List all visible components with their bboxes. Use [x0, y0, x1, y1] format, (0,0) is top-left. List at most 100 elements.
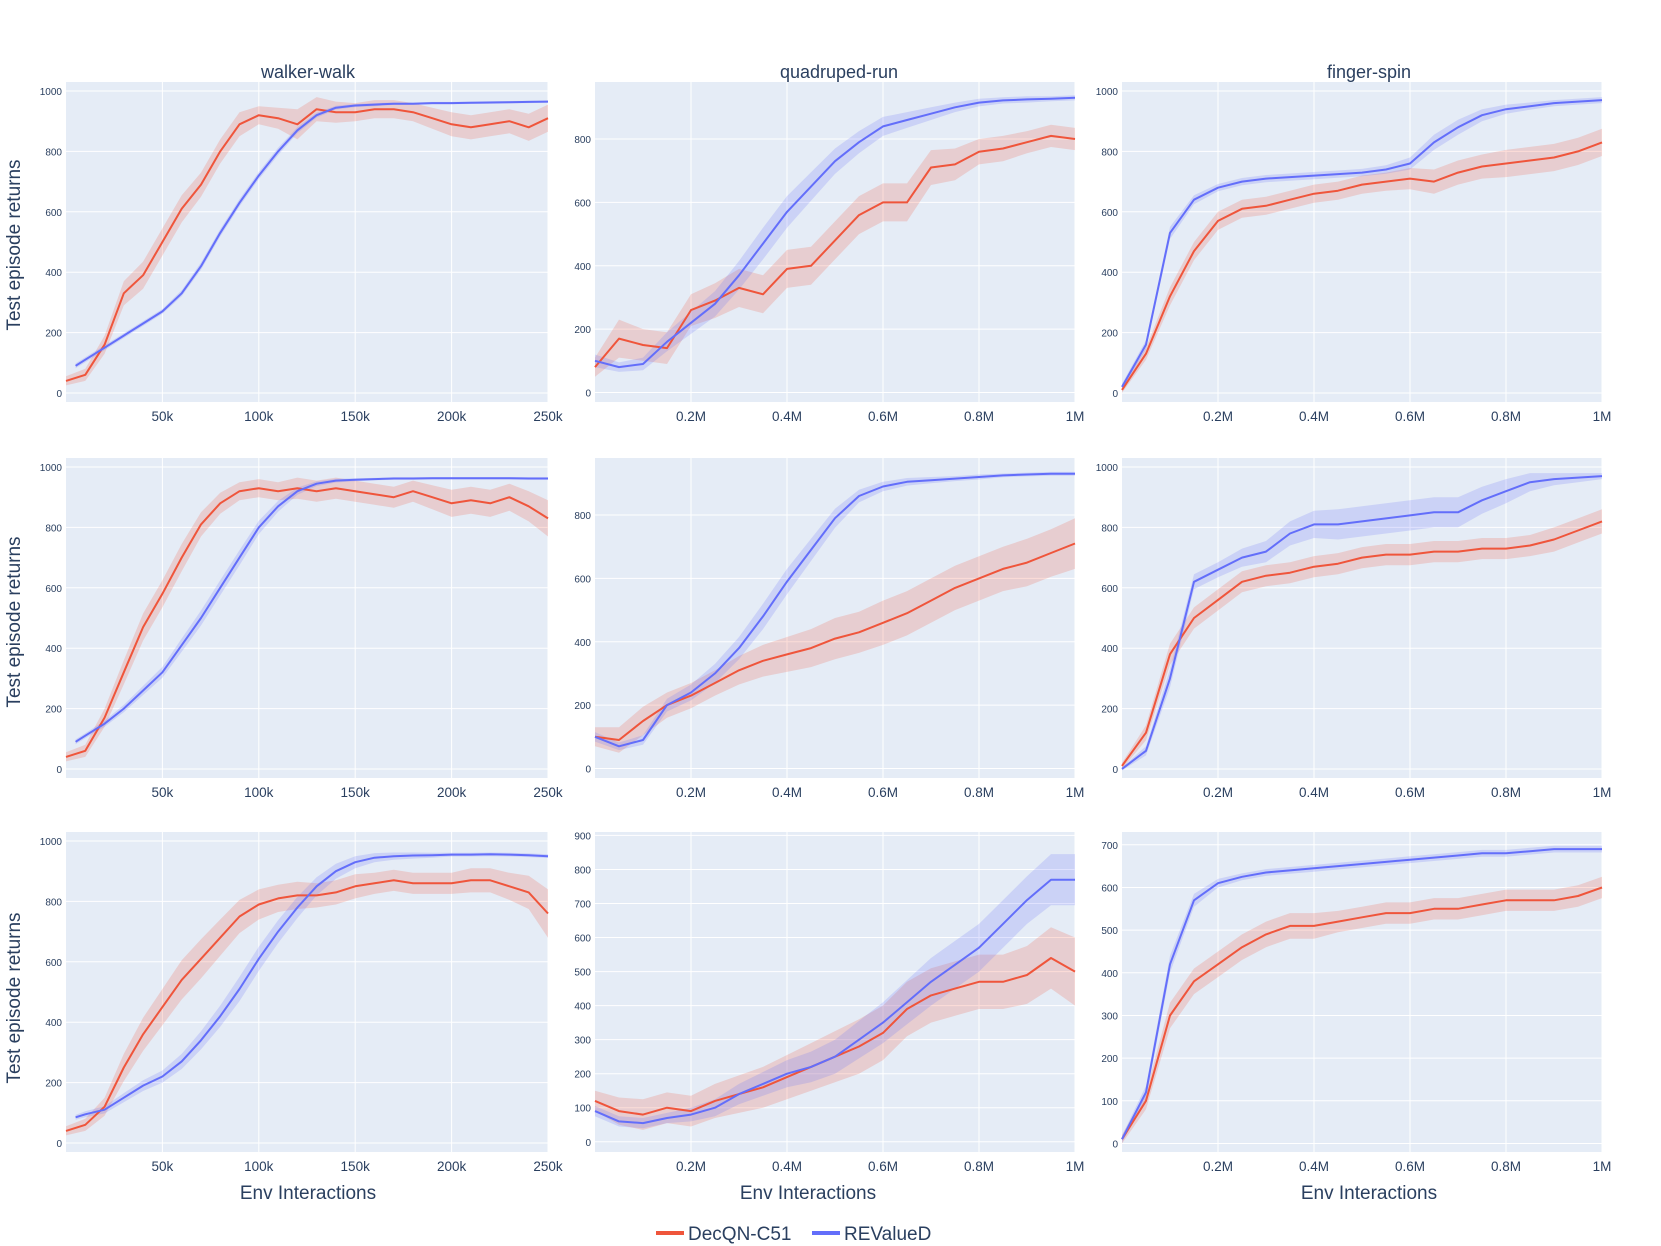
- band-decqn: [1122, 509, 1602, 769]
- y-tick-label: 0: [56, 765, 62, 776]
- x-tick-label: 0.2M: [676, 409, 706, 424]
- line-revalued: [1121, 475, 1603, 770]
- x-tick-label: 1M: [1593, 1159, 1612, 1174]
- y-tick-label: 400: [1101, 644, 1118, 655]
- y-tick-label: 1000: [40, 837, 63, 848]
- line-revalued: [1121, 848, 1602, 1140]
- y-tick-label: 800: [574, 511, 591, 522]
- y-tick-label: 400: [574, 1002, 591, 1013]
- y-tick-label: 300: [574, 1036, 591, 1047]
- y-tick-label: 600: [574, 574, 591, 585]
- xtitle-col-1: Env Interactions: [240, 1183, 376, 1204]
- y-tick-label: 200: [45, 705, 62, 716]
- y-tick-label: 0: [585, 1138, 591, 1149]
- subplot-2-2: 0 200 400 600 800 0.2M 0.4M 0.6M 0.8M 1M: [574, 458, 1084, 800]
- x-tick-label: 0.2M: [676, 785, 706, 800]
- y-tick-label: 0: [56, 389, 62, 400]
- x-tick-label: 0.4M: [1299, 785, 1329, 800]
- x-tick-label: 100k: [244, 785, 274, 800]
- legend-label-decqn: DecQN-C51: [688, 1224, 791, 1245]
- y-tick-label: 600: [574, 198, 591, 209]
- line-decqn: [1121, 520, 1603, 767]
- line-decqn: [65, 487, 549, 758]
- plot-area: [66, 458, 548, 778]
- y-tick-label: 700: [1101, 841, 1118, 852]
- band-decqn: [595, 124, 1075, 377]
- x-tick-label: 0.6M: [1395, 1159, 1425, 1174]
- y-tick-label: 800: [574, 865, 591, 876]
- x-tick-label: 0.4M: [772, 409, 802, 424]
- y-tick-label: 800: [45, 523, 62, 534]
- y-tick-label: 1000: [1096, 463, 1119, 474]
- x-tick-label: 0.8M: [1491, 785, 1521, 800]
- y-tick-label: 400: [45, 644, 62, 655]
- x-tick-label: 0.6M: [868, 785, 898, 800]
- y-tick-label: 400: [45, 1018, 62, 1029]
- x-tick-label: 0.2M: [676, 1159, 706, 1174]
- y-tick-label: 1000: [1096, 87, 1119, 98]
- line-decqn: [1121, 141, 1603, 391]
- band-decqn: [595, 518, 1075, 753]
- y-tick-label: 200: [574, 1070, 591, 1081]
- x-tick-label: 1M: [1066, 1159, 1085, 1174]
- subplot-1-1: 0 200 400 600 800 1000 50k 100k 150k 200k 250k: [40, 82, 563, 424]
- y-tick-label: 0: [1112, 1139, 1118, 1150]
- subplot-3-2: 0 100 200 300 400 500 600 700 800 900 0.2M 0.4M 0.6M…: [574, 831, 1084, 1174]
- band-revalued: [75, 852, 548, 1120]
- y-tick-label: 0: [585, 388, 591, 399]
- y-tick-label: 300: [1101, 1011, 1118, 1022]
- y-tick-label: 600: [45, 208, 62, 219]
- y-tick-label: 200: [1101, 705, 1118, 716]
- band-revalued: [1122, 473, 1602, 771]
- col-title-finger-spin: finger-spin: [1327, 62, 1411, 82]
- col-title-quadruped-run: quadruped-run: [780, 62, 898, 82]
- y-tick-label: 800: [574, 135, 591, 146]
- line-revalued: [75, 853, 549, 1119]
- xtitle-col-3: Env Interactions: [1301, 1183, 1437, 1204]
- y-tick-label: 400: [1101, 268, 1118, 279]
- y-tick-label: 600: [1101, 584, 1118, 595]
- y-tick-label: 800: [45, 147, 62, 158]
- y-tick-label: 200: [574, 325, 591, 336]
- x-tick-label: 0.4M: [772, 785, 802, 800]
- x-tick-label: 100k: [244, 409, 274, 424]
- plot-area: [1122, 832, 1602, 1152]
- y-tick-label: 200: [45, 1079, 62, 1090]
- legend-item-revalued[interactable]: REValueD: [812, 1224, 931, 1245]
- x-tick-label: 150k: [341, 409, 371, 424]
- band-decqn: [595, 927, 1075, 1130]
- x-tick-label: 50k: [152, 785, 174, 800]
- y-tick-label: 0: [585, 764, 591, 775]
- x-tick-label: 1M: [1593, 785, 1612, 800]
- y-tick-label: 600: [1101, 208, 1118, 219]
- x-tick-label: 0.8M: [1491, 1159, 1521, 1174]
- band-decqn: [66, 868, 548, 1136]
- legend[interactable]: DecQN-C51 REValueD: [656, 1224, 931, 1245]
- subplot-1-2: 0 200 400 600 800 0.2M 0.4M 0.6M 0.8M 1M: [574, 82, 1084, 424]
- x-tick-label: 200k: [437, 1159, 467, 1174]
- x-tick-label: 0.8M: [1491, 409, 1521, 424]
- x-tick-label: 200k: [437, 409, 467, 424]
- subplot-3-3: 0 100 200 300 400 500 600 700 0.2M 0.4M 0.6M 0.8M 1M: [1101, 832, 1611, 1174]
- y-tick-label: 600: [45, 958, 62, 969]
- x-tick-label: 150k: [341, 1159, 371, 1174]
- y-tick-label: 500: [574, 968, 591, 979]
- subplot-2-3: 0 200 400 600 800 1000 0.2M 0.4M 0.6M 0.8M 1M: [1096, 458, 1612, 800]
- x-tick-label: 50k: [152, 409, 174, 424]
- legend-item-decqn[interactable]: DecQN-C51: [656, 1224, 791, 1245]
- x-tick-label: 0.8M: [964, 409, 994, 424]
- y-tick-label: 800: [45, 897, 62, 908]
- plot-area: [66, 832, 548, 1152]
- x-tick-label: 1M: [1066, 785, 1085, 800]
- x-tick-label: 0.4M: [1299, 409, 1329, 424]
- x-tick-label: 0.6M: [868, 409, 898, 424]
- x-tick-label: 1M: [1593, 409, 1612, 424]
- plot-area: [66, 82, 548, 402]
- ytitle-row-1: Test episode returns: [4, 159, 25, 330]
- line-revalued: [594, 878, 1075, 1125]
- y-tick-label: 100: [1101, 1097, 1118, 1108]
- xtitle-col-2: Env Interactions: [740, 1183, 876, 1204]
- line-revalued: [75, 100, 549, 367]
- x-tick-label: 250k: [533, 409, 563, 424]
- plot-area: [595, 82, 1075, 402]
